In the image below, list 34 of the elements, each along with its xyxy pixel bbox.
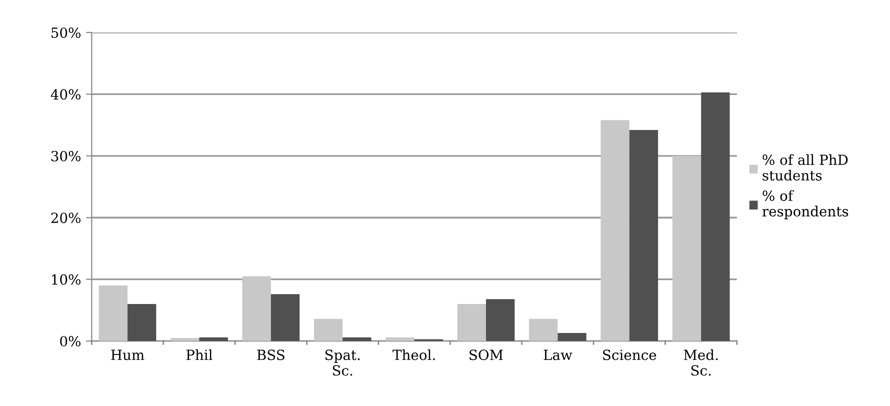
bar	[270, 294, 300, 342]
x-tick-label: Science	[603, 350, 656, 360]
bar	[342, 337, 372, 342]
x-tick-label: Spat. Sc.	[325, 350, 360, 376]
bar	[128, 304, 156, 342]
bar	[170, 338, 200, 342]
bar	[558, 333, 586, 342]
y-tick-label: 20%	[51, 212, 80, 224]
bar	[242, 276, 271, 342]
bar	[529, 318, 558, 342]
legend-label: % of respondents	[762, 190, 848, 220]
bar	[386, 337, 414, 342]
y-tick-label: 0%	[60, 336, 80, 347]
x-tick-label: SOM	[470, 350, 503, 360]
bar	[314, 318, 343, 342]
y-tick-label: 10%	[52, 274, 80, 285]
y-tick-label: 50%	[52, 27, 80, 38]
x-tick-label: Hum	[111, 350, 144, 360]
x-tick-label: Theol.	[392, 349, 435, 360]
bar	[600, 120, 630, 342]
y-tick-label: 40%	[50, 89, 80, 100]
y-tick-label: 30%	[51, 150, 80, 162]
x-tick-label: Law	[544, 350, 572, 360]
bar	[701, 92, 730, 342]
bar	[199, 337, 228, 342]
x-tick-label: BSS	[257, 350, 284, 360]
bar	[98, 286, 128, 342]
legend-label: % of all PhD students	[762, 154, 848, 181]
bar	[457, 304, 486, 342]
x-tick-label: Phil	[186, 349, 212, 360]
bar	[672, 156, 702, 342]
bar	[486, 299, 515, 342]
bar	[629, 130, 658, 342]
x-tick-label: Med. Sc.	[684, 349, 718, 376]
